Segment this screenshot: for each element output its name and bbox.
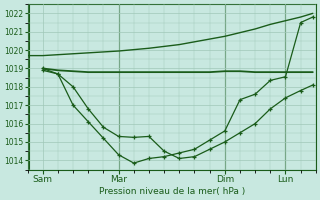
X-axis label: Pression niveau de la mer( hPa ): Pression niveau de la mer( hPa ) [99,187,245,196]
